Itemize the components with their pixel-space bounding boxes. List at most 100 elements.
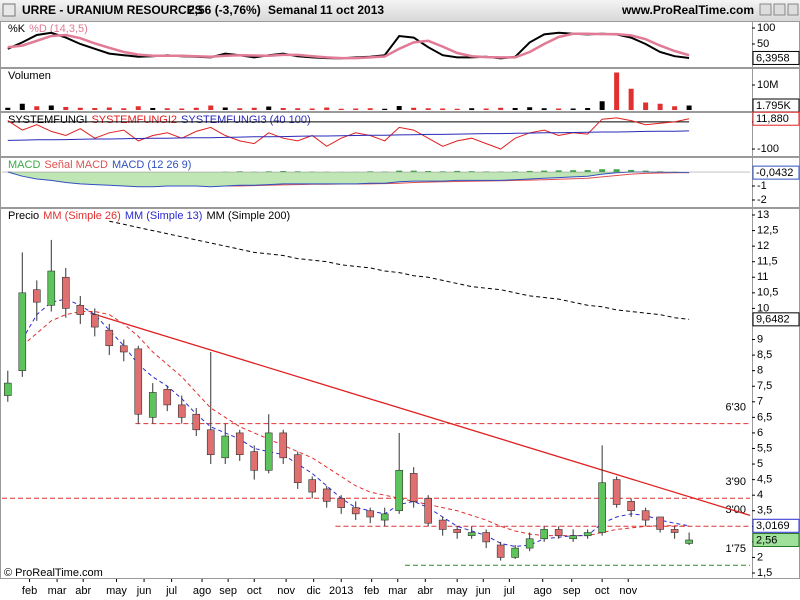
value-label: 1.795K <box>756 100 792 112</box>
candle-body <box>511 547 519 558</box>
volume-bar <box>396 106 402 110</box>
legend: Precio MM (Simple 26) MM (Simple 13) MM (Si… <box>8 210 290 222</box>
histogram-bar <box>454 170 461 173</box>
volume-bar <box>77 107 83 110</box>
x-tick-label: ago <box>193 585 211 597</box>
histogram-bar <box>439 171 446 173</box>
trend-line <box>90 312 751 517</box>
panel: 0-100SYSTEMFUNGISYSTEMFUNGI2SYSTEMFUNGI3… <box>7 114 779 155</box>
candle-body <box>76 304 85 315</box>
candle-body <box>525 538 534 549</box>
y-tick-label: 8 <box>757 365 763 377</box>
volume-bar <box>556 108 562 110</box>
level-label: 6'30 <box>726 401 746 413</box>
volume-bar <box>106 107 112 110</box>
volume-bar <box>570 108 576 110</box>
x-tick-label: mar <box>388 585 407 597</box>
histogram-bar <box>280 171 287 173</box>
volume-bar <box>469 108 475 110</box>
volume-bar <box>5 107 11 110</box>
candle-body <box>322 488 331 502</box>
y-tick-label: 11,5 <box>757 256 778 268</box>
histogram-bar <box>584 170 591 173</box>
x-tick-label: nov <box>619 585 637 597</box>
legend-entry: MM (Simple 200) <box>206 210 290 222</box>
candle-body <box>540 529 548 540</box>
value-label-box <box>752 533 800 548</box>
level-label: 1'75 <box>726 543 746 555</box>
candle-body <box>235 432 244 456</box>
histogram-bar <box>570 170 577 173</box>
x-tick-label: abr <box>417 585 433 597</box>
candle-body <box>685 539 693 544</box>
histogram-bar <box>541 170 548 173</box>
value-label: 3,0169 <box>756 520 790 532</box>
volume-bar <box>222 107 228 110</box>
candle-body <box>134 348 143 415</box>
value-label-box <box>752 518 800 533</box>
volume-bar <box>266 106 272 110</box>
symbol: URRE - URANIUM RESOURCES <box>22 3 203 17</box>
volume-bar <box>512 108 518 110</box>
panel-frame <box>0 208 800 579</box>
candle-body <box>554 529 563 536</box>
line <box>7 171 690 188</box>
volume-bar <box>614 72 620 110</box>
legend: Volumen <box>8 70 51 82</box>
y-tick-label: 1,5 <box>757 567 772 579</box>
window-button[interactable] <box>759 3 772 16</box>
candle-body <box>569 535 577 540</box>
volume-bar <box>585 108 591 110</box>
x-tick-label: oct <box>247 585 262 597</box>
value-label-box <box>752 312 800 327</box>
candle-body <box>61 276 70 309</box>
value-label: 9,6482 <box>756 314 790 326</box>
legend-entry: SYSTEMFUNGI <box>8 114 87 126</box>
volume-bar <box>338 108 344 110</box>
candle-body <box>206 429 215 456</box>
candle-body <box>453 529 461 533</box>
y-tick-label: 4 <box>757 489 763 501</box>
histogram-bar <box>294 171 301 173</box>
candle-body <box>656 516 664 530</box>
x-tick-label: jul <box>165 585 177 597</box>
volume-bar <box>324 107 330 110</box>
legend-entry: MM (Simple 26) <box>43 210 121 222</box>
candle-body <box>47 270 56 306</box>
candle-body <box>18 292 27 371</box>
volume-bar <box>150 108 156 110</box>
y-tick-label: 12 <box>757 240 769 252</box>
panel: 10M Volumen <box>5 70 778 110</box>
candle-body <box>482 532 490 543</box>
volume-bar <box>295 108 301 110</box>
volume-bar <box>121 108 127 110</box>
volume-bar <box>628 88 634 110</box>
header-bar <box>0 0 800 21</box>
level-label: 3'90 <box>726 476 746 488</box>
candle-body <box>119 345 128 353</box>
x-tick-label: may <box>447 585 468 597</box>
candle-body <box>467 532 476 536</box>
histogram-bar <box>410 170 417 173</box>
x-tick-label: abr <box>75 585 91 597</box>
y-tick-label: 6,5 <box>757 411 772 423</box>
y-tick-label: 6 <box>757 427 763 439</box>
moving-average <box>21 298 690 548</box>
volume-bar <box>309 108 315 110</box>
header-icon[interactable] <box>2 3 16 17</box>
window-button[interactable] <box>787 3 799 16</box>
legend-entry: MACD <box>8 159 40 171</box>
moving-average <box>21 311 690 537</box>
y-tick-label: 10,5 <box>757 287 778 299</box>
y-tick-label: 100 <box>757 22 775 34</box>
window-button[interactable] <box>773 3 786 16</box>
volume-bar <box>686 105 692 110</box>
volume-bar <box>483 108 489 110</box>
volume-bar <box>48 105 54 110</box>
histogram-bar <box>642 170 649 173</box>
histogram-bar <box>512 171 519 173</box>
histogram-bar <box>555 170 562 173</box>
volume-bar <box>353 108 359 110</box>
volume-bar <box>425 108 431 110</box>
